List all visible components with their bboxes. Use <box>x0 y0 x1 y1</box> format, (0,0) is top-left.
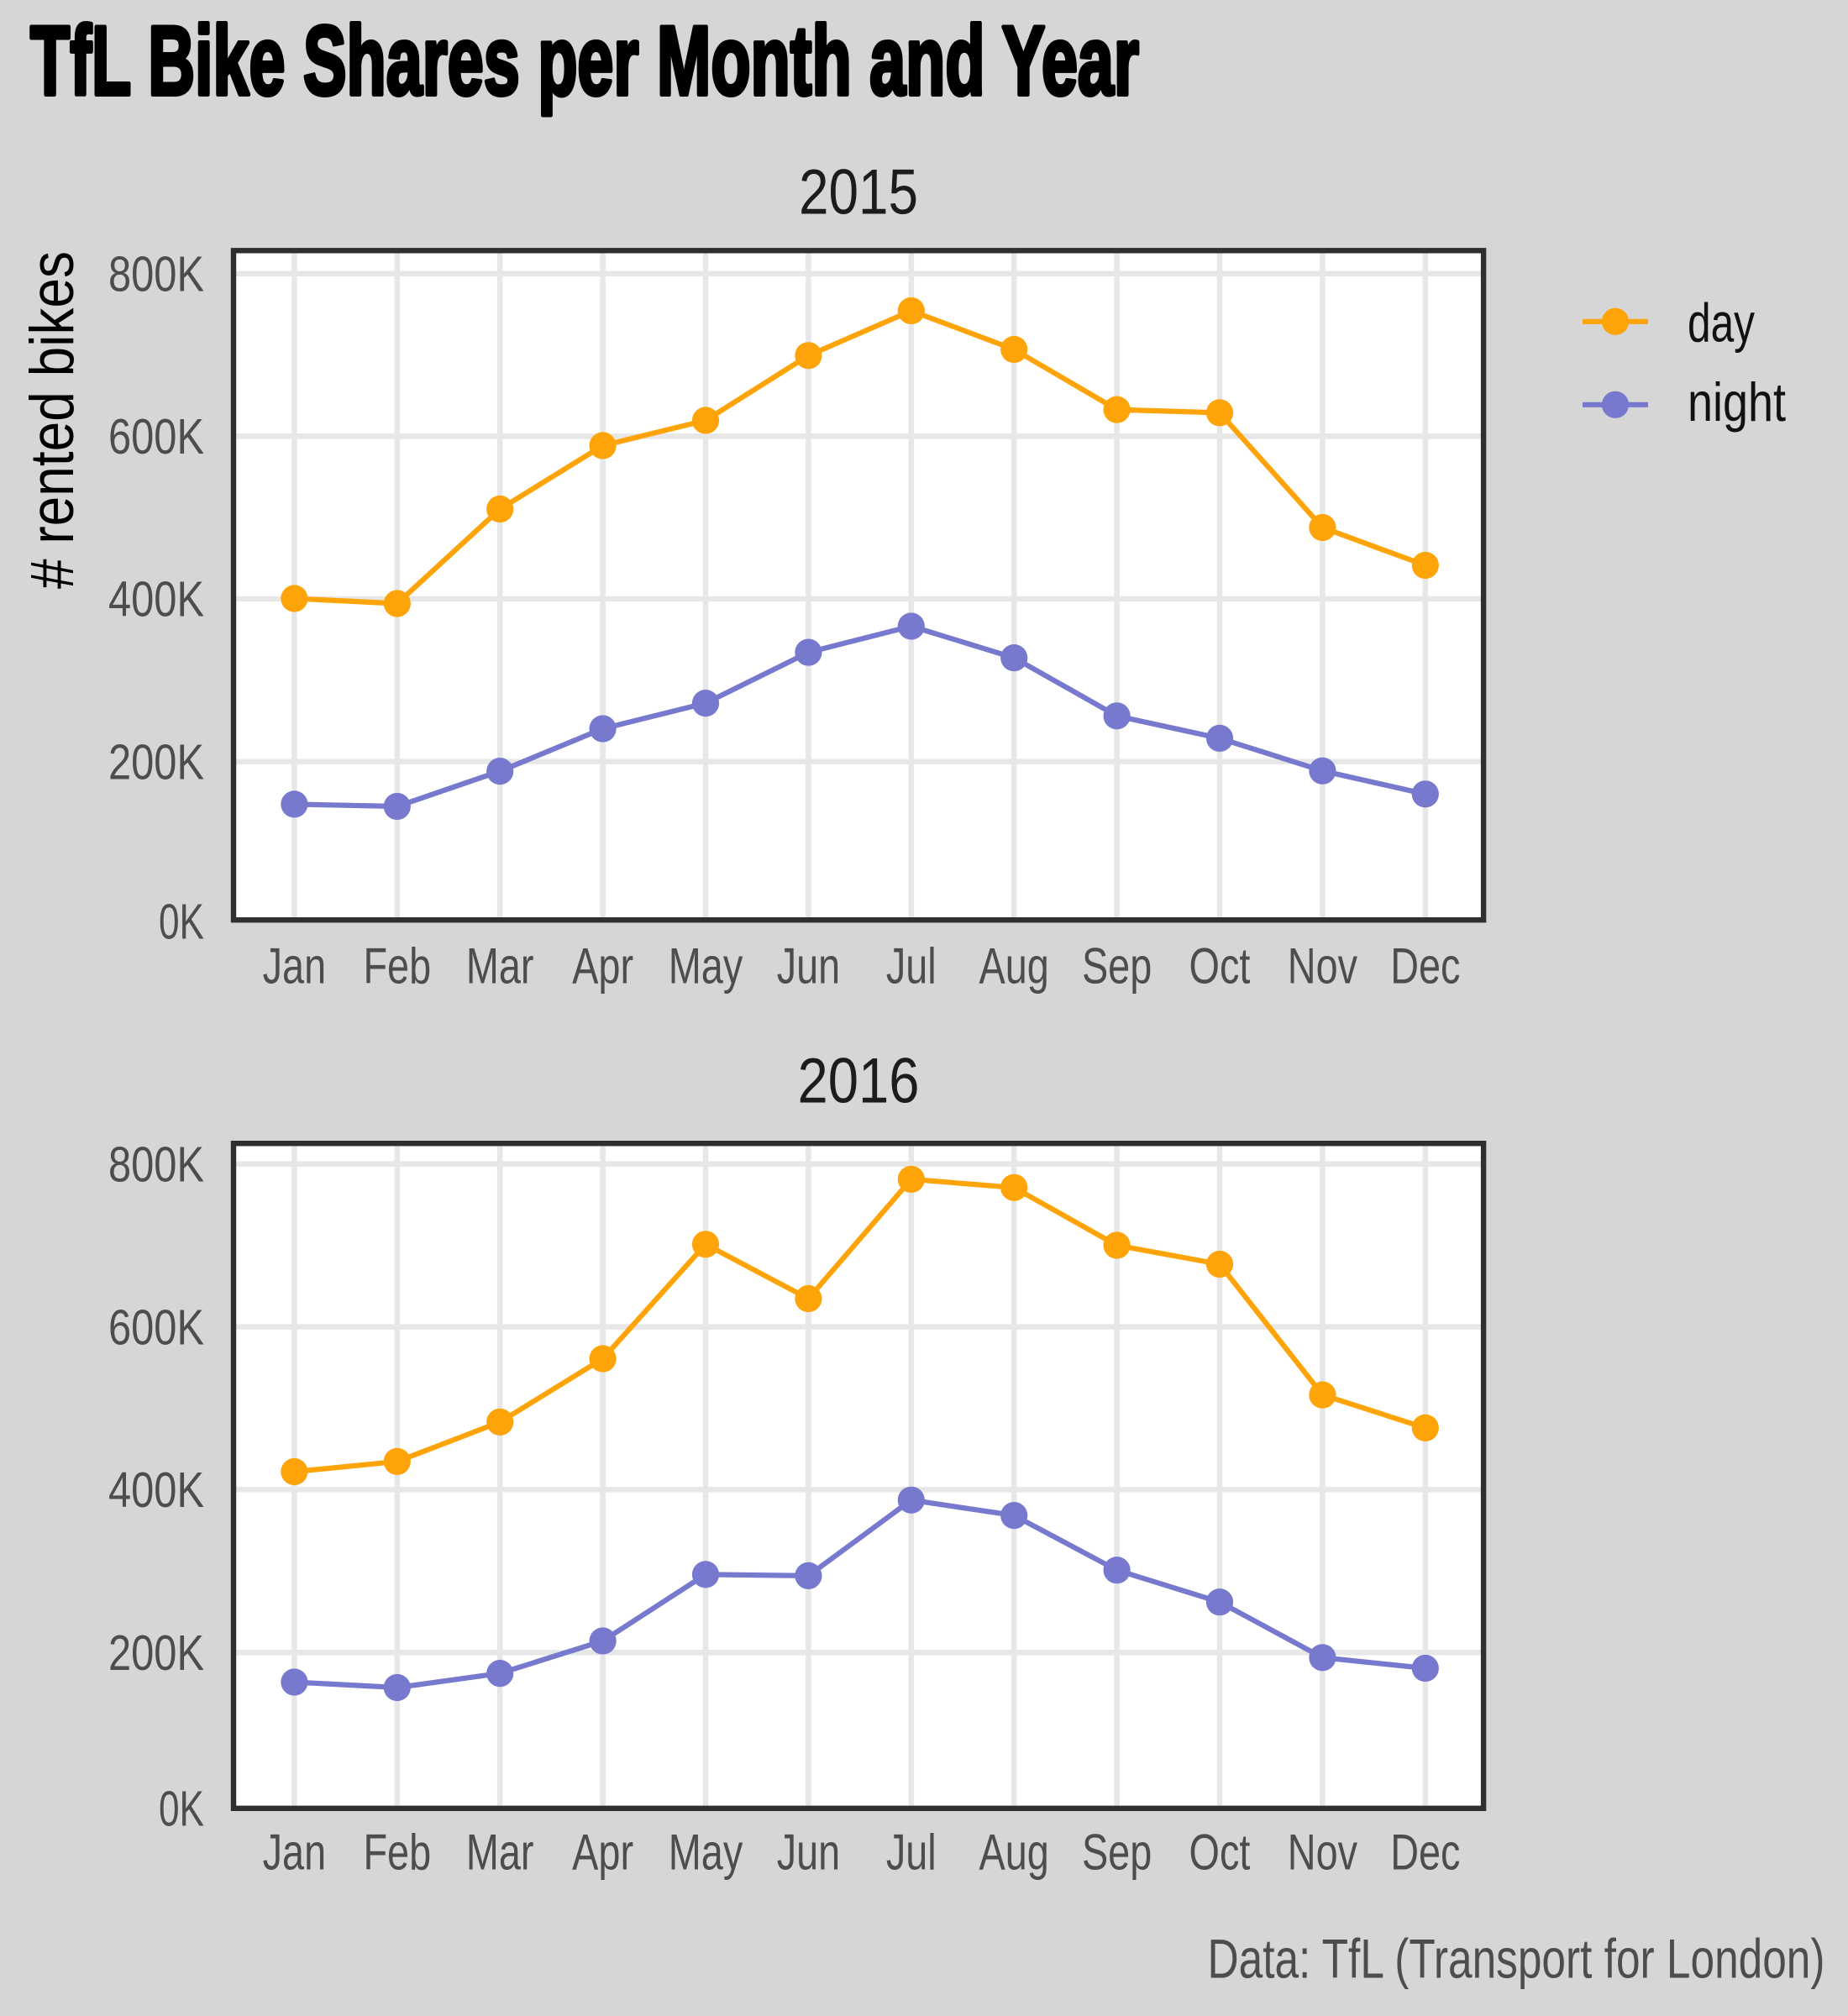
svg-text:Sep: Sep <box>1082 938 1152 995</box>
svg-text:Data: TfL (Transport for Londo: Data: TfL (Transport for London) <box>1208 1928 1825 1990</box>
svg-text:2016: 2016 <box>798 1045 920 1116</box>
svg-text:Jun: Jun <box>777 938 840 995</box>
svg-text:Mar: Mar <box>466 1824 534 1881</box>
svg-text:0K: 0K <box>159 895 204 950</box>
svg-text:Jan: Jan <box>263 1824 327 1881</box>
svg-text:Jul: Jul <box>886 1824 937 1881</box>
svg-text:# rented bikes: # rented bikes <box>18 251 87 589</box>
svg-text:600K: 600K <box>108 409 204 465</box>
svg-text:Jan: Jan <box>263 938 327 995</box>
svg-text:200K: 200K <box>108 734 204 790</box>
svg-text:Apr: Apr <box>572 938 633 995</box>
svg-text:0K: 0K <box>159 1782 204 1837</box>
svg-text:Dec: Dec <box>1390 1824 1460 1881</box>
svg-text:May: May <box>669 1824 743 1881</box>
svg-text:Nov: Nov <box>1288 938 1357 995</box>
svg-text:Aug: Aug <box>979 938 1049 995</box>
svg-text:400K: 400K <box>108 572 204 627</box>
svg-text:Oct: Oct <box>1189 1824 1251 1881</box>
svg-text:2015: 2015 <box>799 157 918 228</box>
svg-text:800K: 800K <box>108 247 204 302</box>
svg-text:Apr: Apr <box>572 1824 633 1881</box>
svg-text:Feb: Feb <box>363 1824 431 1881</box>
svg-text:Jun: Jun <box>777 1824 840 1881</box>
svg-text:TfL Bike Shares per Month and: TfL Bike Shares per Month and Year <box>30 5 1139 115</box>
svg-text:May: May <box>669 938 743 995</box>
svg-text:Nov: Nov <box>1288 1824 1357 1881</box>
svg-text:Aug: Aug <box>979 1824 1049 1881</box>
svg-text:400K: 400K <box>108 1462 204 1518</box>
svg-text:Mar: Mar <box>466 938 534 995</box>
svg-text:day: day <box>1688 292 1755 354</box>
svg-text:800K: 800K <box>108 1137 204 1193</box>
svg-text:Oct: Oct <box>1189 938 1251 995</box>
svg-text:Sep: Sep <box>1082 1824 1152 1881</box>
svg-text:Jul: Jul <box>886 938 937 995</box>
svg-text:Feb: Feb <box>363 938 431 995</box>
svg-text:night: night <box>1688 371 1786 433</box>
svg-text:200K: 200K <box>108 1625 204 1681</box>
svg-text:Dec: Dec <box>1390 938 1460 995</box>
svg-text:600K: 600K <box>108 1299 204 1355</box>
